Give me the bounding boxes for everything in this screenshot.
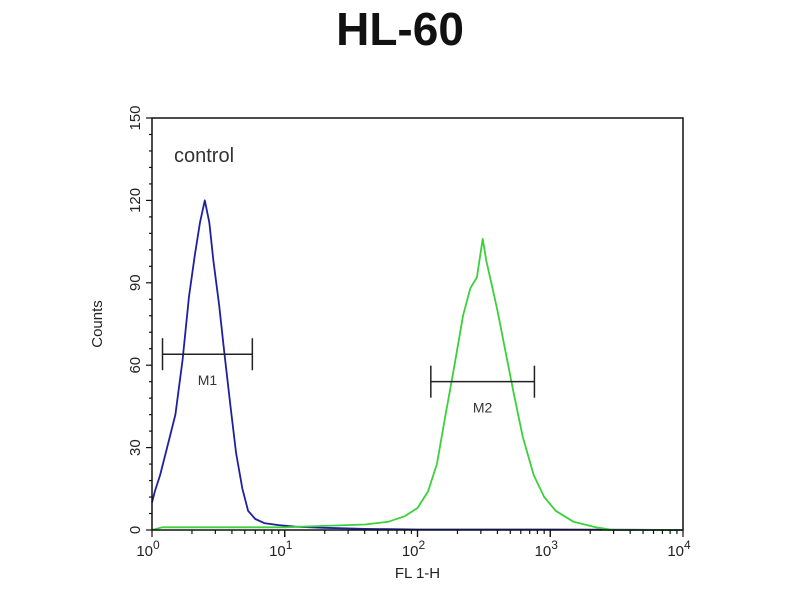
series-line-0 (151, 199, 684, 531)
x-axis-label: FL 1-H (395, 565, 440, 582)
y-tick-label: 90 (127, 274, 144, 291)
series-line-1 (151, 237, 683, 531)
x-tick-label: 101 (269, 538, 293, 560)
y-tick-label: 0 (127, 526, 144, 534)
y-tick-label: 150 (127, 105, 144, 130)
x-tick-exponent: 1 (286, 538, 293, 552)
control-annotation: control (174, 145, 234, 167)
plot-frame (151, 117, 684, 531)
y-tick-label: 30 (127, 439, 144, 456)
marker-m1: M1 (161, 338, 254, 388)
chart-title: HL-60 (336, 3, 464, 55)
x-tick-label: 100 (136, 538, 160, 560)
x-tick-label: 104 (667, 538, 691, 560)
x-tick-exponent: 4 (684, 538, 691, 552)
marker-m2: M2 (430, 365, 536, 416)
marker-label: M2 (473, 400, 493, 416)
x-tick-exponent: 2 (419, 538, 426, 552)
x-tick-label: 102 (402, 538, 426, 560)
x-tick-exponent: 0 (153, 538, 160, 552)
y-axis-label: Counts (89, 300, 106, 348)
marker-label: M1 (198, 372, 218, 388)
y-tick-label: 60 (127, 357, 144, 374)
x-tick-exponent: 3 (551, 538, 558, 552)
y-tick-label: 120 (127, 188, 144, 213)
x-tick-label: 103 (535, 538, 559, 560)
